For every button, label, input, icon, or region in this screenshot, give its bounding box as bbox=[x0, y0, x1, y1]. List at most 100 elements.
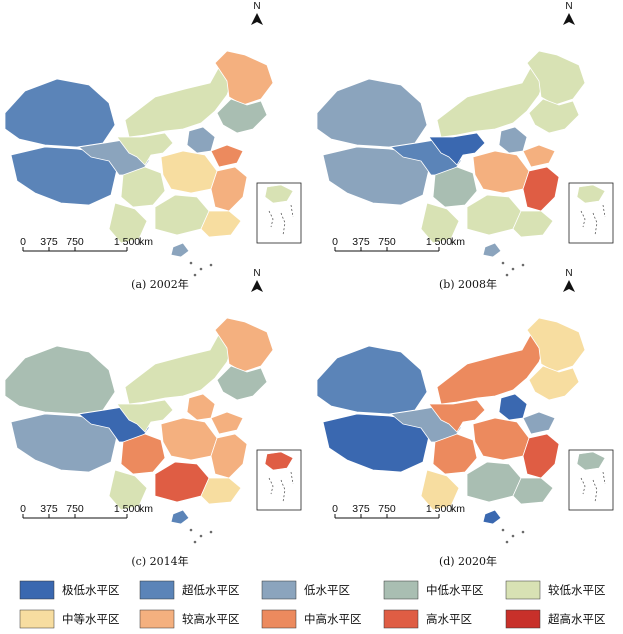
scale-unit: km bbox=[139, 503, 153, 515]
province-region bbox=[420, 469, 460, 511]
inset-map bbox=[568, 449, 614, 511]
north-label: N bbox=[565, 1, 572, 12]
province-region bbox=[526, 50, 586, 106]
panel-caption: (a) 2002年 bbox=[131, 277, 189, 291]
legend-label: 较高水平区 bbox=[182, 612, 240, 626]
province-region bbox=[522, 144, 556, 168]
island-dot bbox=[511, 267, 515, 271]
province-region bbox=[512, 477, 554, 505]
province-region bbox=[472, 150, 530, 194]
legend-label: 中等水平区 bbox=[62, 612, 120, 626]
scale-tick-label: 0 bbox=[20, 236, 26, 248]
north-label: N bbox=[253, 1, 260, 12]
island-dot bbox=[193, 540, 197, 544]
legend-swatch bbox=[19, 609, 55, 629]
legend-swatch bbox=[505, 580, 541, 600]
province-region bbox=[316, 345, 428, 415]
province-region bbox=[108, 469, 148, 511]
island-dot bbox=[193, 273, 197, 277]
inset-boundary-line bbox=[580, 204, 606, 236]
province-region bbox=[200, 477, 242, 505]
legend-item: 极低水平区 bbox=[19, 580, 120, 600]
north-arrow-icon bbox=[563, 13, 575, 25]
province-region bbox=[436, 331, 548, 405]
inset-coast bbox=[576, 451, 606, 471]
island-dot bbox=[511, 534, 515, 538]
scale-tick-label: 750 bbox=[378, 236, 396, 248]
province-region bbox=[512, 210, 554, 238]
north-arrow-icon bbox=[251, 13, 263, 25]
inset-map bbox=[256, 449, 302, 511]
inset-coast bbox=[264, 184, 294, 204]
island-dot bbox=[189, 528, 193, 532]
scale-unit: km bbox=[451, 236, 465, 248]
inset-boundary-line bbox=[268, 204, 294, 236]
province-region bbox=[116, 132, 174, 166]
panel-caption: (d) 2020年 bbox=[439, 554, 497, 568]
province-region bbox=[120, 166, 166, 208]
island-dot bbox=[505, 540, 509, 544]
province-region bbox=[322, 146, 430, 206]
province-region bbox=[124, 331, 236, 405]
panel-caption: (c) 2014年 bbox=[131, 554, 188, 568]
province-region bbox=[210, 411, 244, 435]
legend-item: 超低水平区 bbox=[139, 580, 240, 600]
legend-label: 中高水平区 bbox=[304, 612, 362, 626]
island-dot bbox=[521, 530, 525, 534]
legend-label: 超高水平区 bbox=[548, 612, 606, 626]
province-region bbox=[10, 146, 118, 206]
legend-item: 较高水平区 bbox=[139, 609, 240, 629]
scale-tick-label: 375 bbox=[352, 503, 370, 515]
inset-map bbox=[256, 182, 302, 244]
province-region bbox=[472, 417, 530, 461]
province-region bbox=[160, 417, 218, 461]
province-region bbox=[186, 126, 216, 154]
legend-label: 极低水平区 bbox=[62, 583, 120, 597]
legend-swatch bbox=[139, 609, 175, 629]
scale-tick-label: 1 500 bbox=[426, 236, 452, 248]
legend-swatch bbox=[383, 580, 419, 600]
province-region bbox=[210, 144, 244, 168]
legend-item: 低水平区 bbox=[261, 580, 350, 600]
legend-item: 较低水平区 bbox=[505, 580, 606, 600]
province-region bbox=[200, 210, 242, 238]
province-region bbox=[214, 50, 274, 106]
legend-label: 较低水平区 bbox=[548, 583, 606, 597]
scale-tick-label: 750 bbox=[378, 503, 396, 515]
legend-item: 中高水平区 bbox=[261, 609, 362, 629]
legend-item: 超高水平区 bbox=[505, 609, 606, 629]
province-region bbox=[432, 433, 478, 475]
province-region bbox=[216, 98, 268, 134]
province-region bbox=[522, 166, 560, 212]
legend-item: 中低水平区 bbox=[383, 580, 484, 600]
north-arrow: N bbox=[563, 268, 575, 292]
province-region bbox=[108, 202, 148, 244]
province-region bbox=[186, 393, 216, 421]
scale-tick-label: 750 bbox=[66, 236, 84, 248]
province-region bbox=[522, 411, 556, 435]
province-region bbox=[210, 433, 248, 479]
inset-boundary-line bbox=[268, 471, 294, 503]
province-region bbox=[482, 242, 502, 258]
province-region bbox=[432, 166, 478, 208]
province-region bbox=[528, 365, 580, 401]
legend-swatch bbox=[383, 609, 419, 629]
panel-caption: (b) 2008年 bbox=[439, 277, 497, 291]
island-dot bbox=[501, 528, 505, 532]
legend-swatch bbox=[139, 580, 175, 600]
inset-coast bbox=[576, 184, 606, 204]
north-arrow: N bbox=[563, 1, 575, 25]
legend-swatch bbox=[261, 580, 297, 600]
scale-tick-label: 375 bbox=[40, 236, 58, 248]
legend-label: 高水平区 bbox=[426, 612, 472, 626]
north-arrow: N bbox=[251, 1, 263, 25]
north-label: N bbox=[253, 268, 260, 279]
island-dot bbox=[501, 261, 505, 265]
island-dot bbox=[521, 263, 525, 267]
province-region bbox=[216, 365, 268, 401]
